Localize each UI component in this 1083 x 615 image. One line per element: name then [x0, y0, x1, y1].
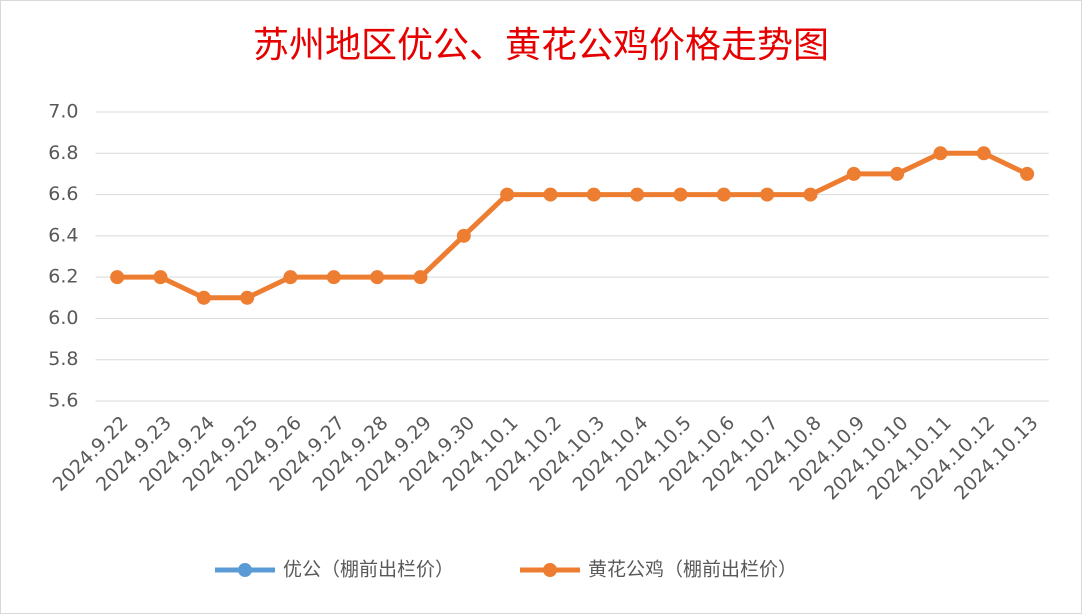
point — [716, 187, 731, 202]
legend-label: 优公（棚前出栏价） — [283, 559, 454, 581]
point — [543, 187, 558, 202]
y-tick-label: 6.8 — [48, 142, 78, 164]
point — [456, 228, 471, 243]
point — [976, 146, 991, 161]
point — [760, 187, 775, 202]
point — [370, 270, 385, 285]
point — [846, 166, 861, 181]
point — [413, 270, 428, 285]
point — [110, 270, 125, 285]
point — [1020, 166, 1035, 181]
point — [196, 290, 211, 305]
point — [803, 187, 818, 202]
point — [283, 270, 298, 285]
point — [933, 146, 948, 161]
series-line — [117, 150, 1029, 301]
y-tick-label: 6.4 — [48, 224, 78, 246]
point — [586, 187, 601, 202]
point — [326, 270, 341, 285]
legend-label: 黄花公鸡（棚前出栏价） — [588, 559, 797, 581]
point — [890, 166, 905, 181]
y-tick-label: 5.6 — [48, 390, 78, 412]
y-tick-label: 6.6 — [48, 183, 78, 205]
point — [673, 187, 688, 202]
y-tick-label: 6.0 — [48, 307, 78, 329]
legend-marker — [238, 563, 252, 577]
y-tick-label: 7.0 — [48, 101, 78, 123]
point — [240, 290, 255, 305]
chart-title: 苏州地区优公、黄花公鸡价格走势图 — [253, 25, 829, 66]
point — [500, 187, 515, 202]
legend-marker — [543, 563, 557, 577]
y-tick-label: 5.8 — [48, 348, 78, 370]
point — [153, 270, 168, 285]
point — [630, 187, 645, 202]
y-tick-label: 6.2 — [48, 266, 78, 288]
